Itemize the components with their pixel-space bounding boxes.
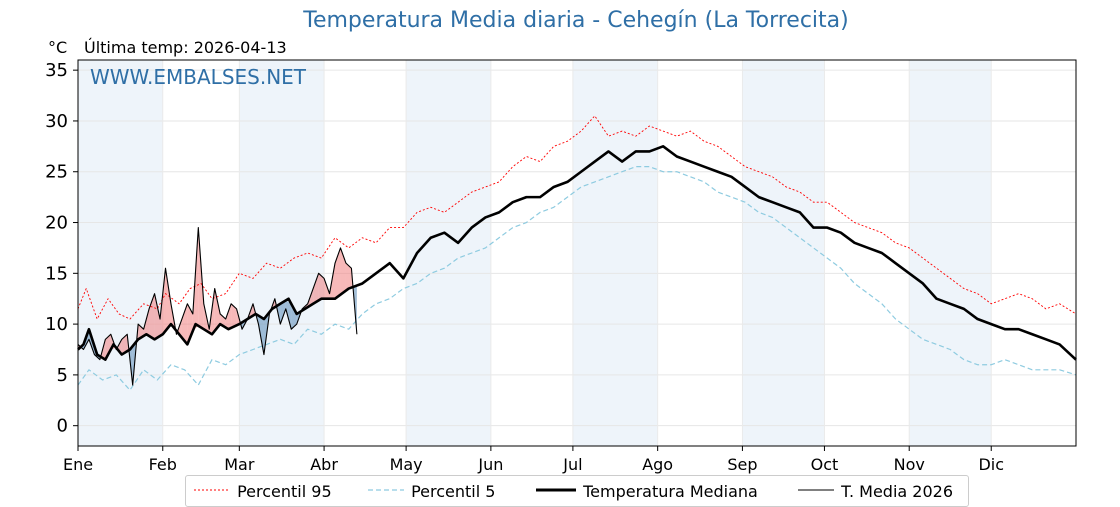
y-tick-label-15: 15	[45, 263, 68, 284]
month-shade-nov	[909, 60, 992, 446]
y-tick-label-35: 35	[45, 60, 68, 81]
legend-line-current	[798, 489, 834, 491]
y-tick-label-20: 20	[45, 213, 68, 234]
x-axis: Ene Feb Mar Abr May Jun Jul Ago Sep Oct Nov Dic	[63, 446, 1004, 474]
y-axis: 0 5 10 15 20 25 30 35	[45, 60, 78, 437]
x-tick-label-jul: Jul	[562, 455, 582, 474]
temperature-chart: WWW.EMBALSES.NET 0 5 10 15 20 25 30 35 Ene Feb Ma…	[45, 59, 1077, 474]
anomaly-fill-segment	[225, 303, 232, 328]
x-tick-label-feb: Feb	[149, 455, 177, 474]
watermark: WWW.EMBALSES.NET	[90, 65, 307, 89]
anomaly-fill-segment	[121, 334, 128, 355]
anomaly-fill-segment	[318, 273, 325, 301]
anomaly-fill-segment	[313, 273, 319, 304]
anomaly-fill-segment	[285, 300, 292, 330]
x-tick-label-jun: Jun	[477, 455, 503, 474]
y-tick-label-30: 30	[45, 111, 68, 132]
series-line-current	[77, 227, 358, 386]
anomaly-fill-segment	[154, 293, 161, 340]
legend-label-median: Temperatura Mediana	[583, 482, 758, 501]
month-shade-sep	[742, 60, 825, 446]
month-shading	[78, 60, 992, 446]
y-tick-label-10: 10	[45, 314, 68, 335]
y-tick-label-25: 25	[45, 162, 68, 183]
anomaly-fill-segment	[231, 303, 237, 328]
legend-line-p95	[194, 489, 230, 491]
anomaly-fill-segment	[291, 303, 297, 330]
x-tick-label-ago: Ago	[642, 455, 673, 474]
series-line-p5	[77, 166, 1077, 391]
x-tick-label-mar: Mar	[224, 455, 255, 474]
last-temp-label: Última temp: 2026-04-13	[84, 38, 287, 57]
x-tick-label-sep: Sep	[727, 455, 757, 474]
chart-title: Temperatura Media diaria - Cehegín (La T…	[303, 8, 849, 33]
y-unit-label: °C	[48, 38, 68, 57]
x-tick-label-oct: Oct	[811, 455, 839, 474]
anomaly-fill-segment	[345, 263, 352, 291]
anomaly-fill-segment	[181, 303, 188, 345]
x-tick-label-nov: Nov	[894, 455, 925, 474]
anomaly-fill-segment	[280, 300, 286, 325]
month-shade-ene	[78, 60, 163, 446]
legend-label-p95: Percentil 95	[237, 482, 332, 501]
legend-line-p5	[368, 489, 404, 491]
anomaly-fill-segment	[165, 268, 171, 331]
series-line-median	[77, 145, 1077, 361]
x-tick-label-ene: Ene	[63, 455, 93, 474]
anomaly-fill-segment	[105, 334, 111, 360]
legend-item-p5: Percentil 5	[366, 482, 495, 501]
y-tick-label-0: 0	[57, 416, 68, 437]
legend-label-current: T. Media 2026	[841, 482, 953, 501]
legend-line-median	[536, 488, 576, 492]
legend-item-median: Temperatura Mediana	[534, 482, 758, 501]
plot-frame	[77, 59, 1077, 447]
anomaly-fill-segment	[116, 339, 122, 355]
x-tick-label-may: May	[390, 455, 423, 474]
x-tick-label-dic: Dic	[978, 455, 1004, 474]
y-tick-label-5: 5	[57, 365, 68, 386]
legend: Percentil 95 Percentil 5 Temperatura Med…	[185, 475, 969, 507]
anomaly-fill-segment	[214, 288, 221, 331]
legend-item-current: T. Media 2026	[796, 482, 953, 501]
series-lines	[77, 115, 1077, 391]
legend-label-p5: Percentil 5	[411, 482, 496, 501]
month-shade-jul	[572, 60, 658, 446]
legend-item-p95: Percentil 95	[192, 482, 332, 501]
month-shade-mar	[239, 60, 325, 446]
x-tick-label-abr: Abr	[310, 455, 338, 474]
month-shade-may	[406, 60, 491, 446]
